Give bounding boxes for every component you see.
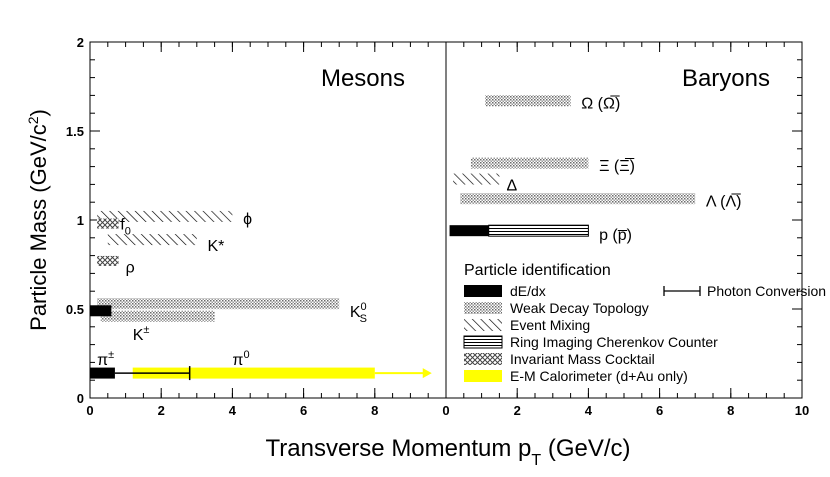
- legend-swatch-cocktail: [464, 353, 502, 365]
- bar-pi-charged-dEdx: [90, 367, 115, 379]
- legend-label-dEdx: dE/dx: [510, 283, 546, 299]
- pi0-arrowhead: [422, 368, 432, 379]
- bar-p-dEdx: [449, 225, 489, 237]
- bar-pi0-emcal: [132, 367, 375, 379]
- y-tick-label: 2: [77, 35, 84, 50]
- legend-swatch-weak: [464, 302, 502, 314]
- panel-title-mesons: Mesons: [321, 65, 405, 92]
- legend: Particle identification dE/dx Photon Conv…: [463, 262, 826, 384]
- x-tick-label: 2: [514, 403, 521, 418]
- bar-Lambda-weak: [460, 193, 696, 205]
- particle-label: π0: [232, 349, 249, 369]
- bar-Omega-weak: [485, 95, 571, 107]
- y-axis-label: Particle Mass (GeV/c2): [25, 109, 51, 331]
- bar-K-charged-weak: [100, 310, 215, 322]
- legend-swatch-dEdx: [464, 285, 502, 297]
- x-tick-label: 6: [300, 403, 307, 418]
- x-tick-label: 2: [158, 403, 165, 418]
- particle-label: π±: [97, 349, 114, 369]
- bar-K*-mixing: [107, 234, 197, 246]
- bar-p-rich: [488, 224, 589, 237]
- y-tick-label: 0.5: [66, 302, 84, 317]
- particle-label: Δ: [507, 177, 518, 194]
- x-tick-label: 0: [86, 403, 93, 418]
- particle-label: Ξ (Ξ̅): [599, 157, 635, 175]
- legend-title: Particle identification: [464, 262, 611, 279]
- particle-label: ρ: [126, 259, 135, 276]
- y-tick-label: 1.5: [66, 124, 84, 139]
- x-tick-label: 6: [656, 403, 663, 418]
- particle-label: K*: [207, 238, 224, 255]
- legend-swatch-rich: [463, 335, 503, 349]
- x-tick-label: 10: [795, 403, 809, 418]
- x-tick-label: 0: [442, 403, 449, 418]
- x-tick-label: 4: [229, 403, 237, 418]
- bar-Xi-weak: [470, 157, 589, 169]
- particle-label: K±: [133, 324, 150, 344]
- legend-label-conversion: Photon Conversion: [707, 283, 826, 299]
- particle-label: K0 S: [350, 301, 367, 325]
- x-axis: 0 2 4 6 8 0 2 4 6 8 10: [86, 42, 809, 418]
- legend-label-mixing: Event Mixing: [510, 317, 590, 333]
- particle-label: f0: [120, 217, 131, 238]
- bar-phi-mixing: [97, 210, 233, 222]
- particle-label: ϕ: [243, 211, 252, 228]
- legend-label-rich: Ring Imaging Cherenkov Counter: [510, 334, 718, 350]
- legend-swatch-emcal: [464, 370, 502, 382]
- x-tick-label: 8: [727, 403, 734, 418]
- bar-Delta-mixing: [453, 173, 500, 185]
- bar-K0S-weak: [97, 298, 340, 310]
- particle-labels: π± π0 K± K0 S ρ f0 K* ϕ Ω (Ω̅) Ξ (Ξ̅) Δ Λ (Λ̅) p (p̅): [97, 95, 741, 369]
- x-tick-label: 8: [371, 403, 378, 418]
- x-axis-label: Transverse Momentum pT (GeV/c): [266, 435, 631, 469]
- bar-rho-cocktail: [97, 255, 119, 266]
- y-tick-label: 0: [77, 391, 84, 406]
- x-tick-label: 4: [585, 403, 593, 418]
- particle-label: Ω (Ω̅): [581, 95, 620, 113]
- bar-K-charged-dEdx: [90, 305, 112, 317]
- legend-swatch-mixing: [464, 319, 502, 331]
- particle-label: p (p̅): [599, 227, 632, 244]
- legend-label-emcal: E-M Calorimeter (d+Au only): [510, 368, 688, 384]
- data-bars: [90, 95, 696, 381]
- panel-title-baryons: Baryons: [682, 65, 770, 92]
- bar-f0-cocktail: [97, 218, 119, 229]
- legend-label-cocktail: Invariant Mass Cocktail: [510, 351, 655, 367]
- particle-label: Λ (Λ̅): [706, 192, 742, 210]
- legend-label-weak: Weak Decay Topology: [510, 300, 649, 316]
- y-tick-label: 1: [77, 213, 84, 228]
